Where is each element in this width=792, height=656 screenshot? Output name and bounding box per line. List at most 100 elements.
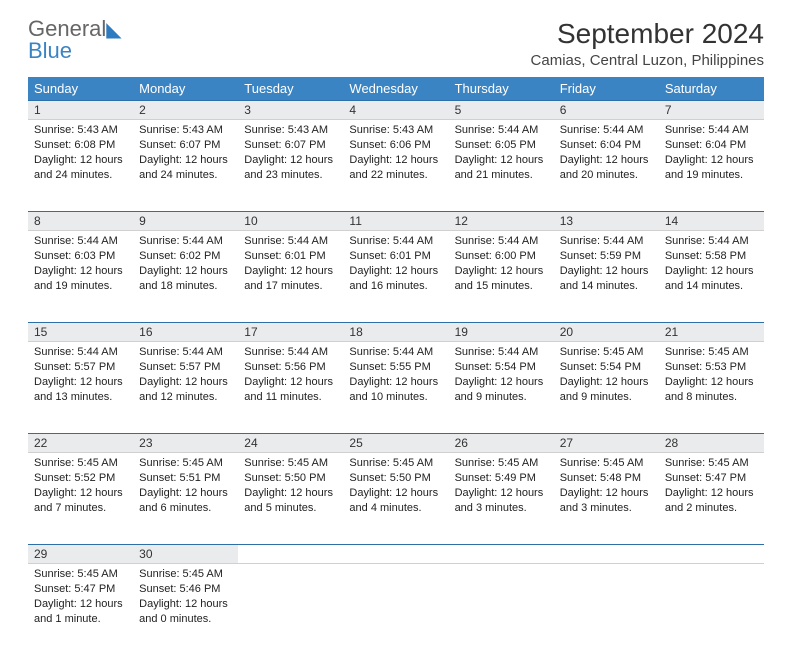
daylight-line: Daylight: 12 hours and 2 minutes. (665, 486, 758, 516)
sunset-line: Sunset: 6:02 PM (139, 249, 232, 264)
sunrise-line: Sunrise: 5:44 AM (244, 345, 337, 360)
sunset-line: Sunset: 6:01 PM (244, 249, 337, 264)
day-cell: Sunrise: 5:45 AMSunset: 5:46 PMDaylight:… (133, 564, 238, 656)
daynum-cell: 28 (659, 434, 764, 453)
daynum-cell (238, 545, 343, 564)
week-row: Sunrise: 5:44 AMSunset: 5:57 PMDaylight:… (28, 342, 764, 434)
day-content: Sunrise: 5:44 AMSunset: 6:00 PMDaylight:… (449, 231, 554, 299)
sunrise-line: Sunrise: 5:44 AM (139, 234, 232, 249)
daynum-cell: 13 (554, 212, 659, 231)
day-content: Sunrise: 5:45 AMSunset: 5:46 PMDaylight:… (133, 564, 238, 632)
day-cell: Sunrise: 5:43 AMSunset: 6:07 PMDaylight:… (133, 120, 238, 212)
sunset-line: Sunset: 6:00 PM (455, 249, 548, 264)
daylight-line: Daylight: 12 hours and 6 minutes. (139, 486, 232, 516)
day-cell: Sunrise: 5:44 AMSunset: 6:05 PMDaylight:… (449, 120, 554, 212)
sunrise-line: Sunrise: 5:44 AM (349, 345, 442, 360)
day-cell: Sunrise: 5:44 AMSunset: 6:01 PMDaylight:… (238, 231, 343, 323)
day-number: 21 (659, 323, 764, 341)
daynum-cell: 20 (554, 323, 659, 342)
day-content: Sunrise: 5:43 AMSunset: 6:07 PMDaylight:… (238, 120, 343, 188)
sunrise-line: Sunrise: 5:43 AM (139, 123, 232, 138)
sunrise-line: Sunrise: 5:45 AM (665, 456, 758, 471)
sunrise-line: Sunrise: 5:45 AM (349, 456, 442, 471)
sunrise-line: Sunrise: 5:44 AM (455, 123, 548, 138)
daylight-line: Daylight: 12 hours and 14 minutes. (560, 264, 653, 294)
sunset-line: Sunset: 5:54 PM (560, 360, 653, 375)
sunrise-line: Sunrise: 5:44 AM (34, 234, 127, 249)
daynum-cell: 16 (133, 323, 238, 342)
daynum-cell: 15 (28, 323, 133, 342)
day-cell: Sunrise: 5:44 AMSunset: 6:00 PMDaylight:… (449, 231, 554, 323)
daynum-cell: 12 (449, 212, 554, 231)
day-content: Sunrise: 5:45 AMSunset: 5:51 PMDaylight:… (133, 453, 238, 521)
day-cell: Sunrise: 5:44 AMSunset: 6:03 PMDaylight:… (28, 231, 133, 323)
day-number: 9 (133, 212, 238, 230)
day-content: Sunrise: 5:44 AMSunset: 6:05 PMDaylight:… (449, 120, 554, 188)
sunset-line: Sunset: 5:48 PM (560, 471, 653, 486)
sunrise-line: Sunrise: 5:45 AM (560, 345, 653, 360)
week-row: Sunrise: 5:43 AMSunset: 6:08 PMDaylight:… (28, 120, 764, 212)
day-content: Sunrise: 5:45 AMSunset: 5:47 PMDaylight:… (659, 453, 764, 521)
daynum-cell: 26 (449, 434, 554, 453)
daynum-row: 1234567 (28, 101, 764, 120)
sunrise-line: Sunrise: 5:44 AM (665, 123, 758, 138)
calendar-table: Sunday Monday Tuesday Wednesday Thursday… (28, 77, 764, 656)
day-number: 13 (554, 212, 659, 230)
sunset-line: Sunset: 6:05 PM (455, 138, 548, 153)
day-content: Sunrise: 5:44 AMSunset: 6:02 PMDaylight:… (133, 231, 238, 299)
day-header: Monday (133, 77, 238, 101)
day-cell: Sunrise: 5:45 AMSunset: 5:50 PMDaylight:… (343, 453, 448, 545)
day-number: 26 (449, 434, 554, 452)
sunset-line: Sunset: 5:53 PM (665, 360, 758, 375)
day-content: Sunrise: 5:43 AMSunset: 6:07 PMDaylight:… (133, 120, 238, 188)
day-number: 22 (28, 434, 133, 452)
sunset-line: Sunset: 5:52 PM (34, 471, 127, 486)
day-number: 2 (133, 101, 238, 119)
day-cell: Sunrise: 5:44 AMSunset: 6:01 PMDaylight:… (343, 231, 448, 323)
sunrise-line: Sunrise: 5:44 AM (139, 345, 232, 360)
day-cell: Sunrise: 5:45 AMSunset: 5:49 PMDaylight:… (449, 453, 554, 545)
day-cell: Sunrise: 5:44 AMSunset: 5:59 PMDaylight:… (554, 231, 659, 323)
month-title: September 2024 (531, 18, 764, 50)
day-number: 10 (238, 212, 343, 230)
day-content: Sunrise: 5:44 AMSunset: 6:01 PMDaylight:… (238, 231, 343, 299)
daynum-cell (449, 545, 554, 564)
daynum-cell: 5 (449, 101, 554, 120)
daynum-row: 15161718192021 (28, 323, 764, 342)
sunset-line: Sunset: 5:57 PM (139, 360, 232, 375)
day-content: Sunrise: 5:44 AMSunset: 5:57 PMDaylight:… (133, 342, 238, 410)
daynum-cell: 8 (28, 212, 133, 231)
daynum-cell: 1 (28, 101, 133, 120)
daylight-line: Daylight: 12 hours and 5 minutes. (244, 486, 337, 516)
day-header-row: Sunday Monday Tuesday Wednesday Thursday… (28, 77, 764, 101)
daynum-cell: 24 (238, 434, 343, 453)
day-content: Sunrise: 5:44 AMSunset: 6:01 PMDaylight:… (343, 231, 448, 299)
sunrise-line: Sunrise: 5:45 AM (34, 567, 127, 582)
daynum-cell: 27 (554, 434, 659, 453)
sunrise-line: Sunrise: 5:45 AM (455, 456, 548, 471)
sunrise-line: Sunrise: 5:44 AM (560, 234, 653, 249)
daynum-cell: 21 (659, 323, 764, 342)
logo-text: General◣ Blue (28, 18, 122, 62)
day-header: Sunday (28, 77, 133, 101)
day-number: 16 (133, 323, 238, 341)
daynum-cell: 22 (28, 434, 133, 453)
daynum-cell: 18 (343, 323, 448, 342)
daylight-line: Daylight: 12 hours and 20 minutes. (560, 153, 653, 183)
title-block: September 2024 Camias, Central Luzon, Ph… (531, 18, 764, 69)
day-cell: Sunrise: 5:43 AMSunset: 6:08 PMDaylight:… (28, 120, 133, 212)
daylight-line: Daylight: 12 hours and 22 minutes. (349, 153, 442, 183)
daylight-line: Daylight: 12 hours and 14 minutes. (665, 264, 758, 294)
daylight-line: Daylight: 12 hours and 9 minutes. (455, 375, 548, 405)
sunset-line: Sunset: 5:56 PM (244, 360, 337, 375)
sunset-line: Sunset: 6:07 PM (139, 138, 232, 153)
day-content: Sunrise: 5:45 AMSunset: 5:54 PMDaylight:… (554, 342, 659, 410)
day-number: 18 (343, 323, 448, 341)
sunset-line: Sunset: 5:46 PM (139, 582, 232, 597)
day-header: Wednesday (343, 77, 448, 101)
day-number: 8 (28, 212, 133, 230)
day-content: Sunrise: 5:44 AMSunset: 5:55 PMDaylight:… (343, 342, 448, 410)
day-number: 30 (133, 545, 238, 563)
day-content: Sunrise: 5:44 AMSunset: 6:03 PMDaylight:… (28, 231, 133, 299)
daynum-cell: 29 (28, 545, 133, 564)
